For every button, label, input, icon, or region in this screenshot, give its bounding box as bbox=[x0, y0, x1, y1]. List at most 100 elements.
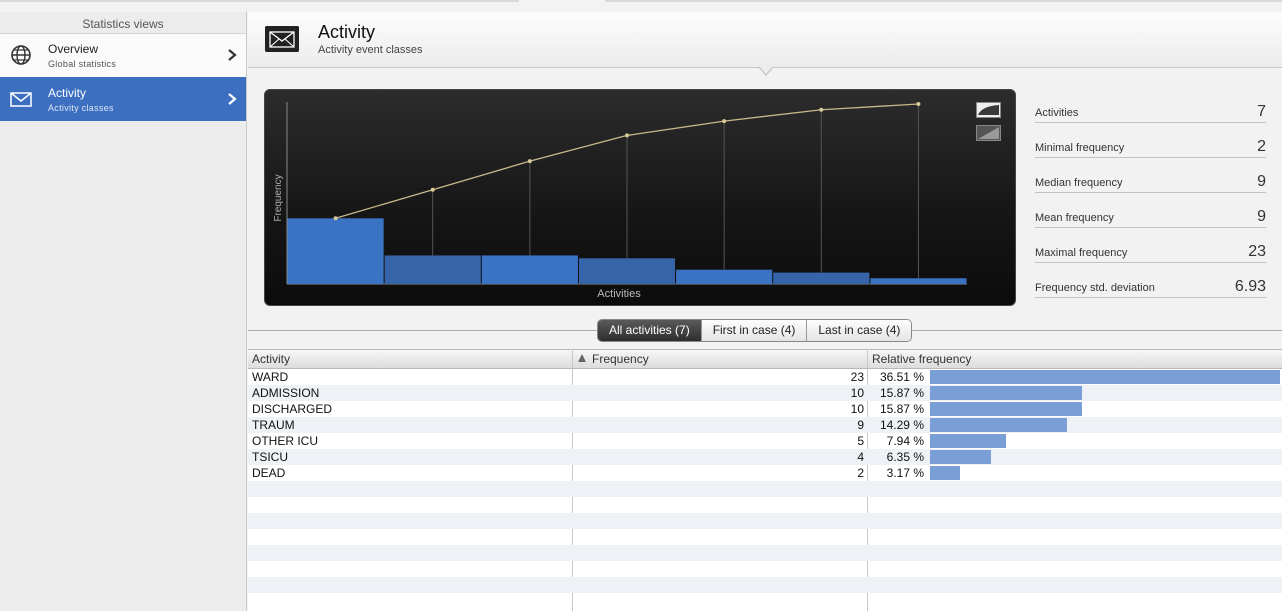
bar-dead bbox=[870, 278, 967, 284]
relative-frequency-bar bbox=[930, 418, 1067, 432]
stat-mean-frequency: Mean frequency 9 bbox=[1035, 193, 1266, 228]
cell-frequency: 4 bbox=[857, 450, 864, 464]
table-row[interactable]: TRAUM 9 14.29 % bbox=[248, 417, 1282, 433]
frequency-chart: Frequency Activities bbox=[273, 102, 967, 300]
stat-label: Activities bbox=[1035, 107, 1079, 119]
x-axis-label: Activities bbox=[597, 288, 641, 300]
bar-tsicu bbox=[773, 272, 870, 284]
page-title: Activity bbox=[318, 22, 376, 42]
table-row-empty bbox=[248, 577, 1282, 593]
cell-relative-frequency: 14.29 % bbox=[879, 418, 924, 432]
stat-activities: Activities 7 bbox=[1035, 88, 1266, 123]
cumulative-point bbox=[333, 216, 338, 221]
cell-frequency: 10 bbox=[850, 402, 864, 416]
relative-frequency-bar bbox=[930, 434, 1006, 448]
table-row[interactable]: WARD 23 36.51 % bbox=[248, 369, 1282, 385]
table-row[interactable]: OTHER ICU 5 7.94 % bbox=[248, 433, 1282, 449]
bar-discharged bbox=[481, 255, 578, 284]
sidebar-title: Statistics views bbox=[82, 17, 164, 31]
column-header-frequency[interactable]: Frequency bbox=[592, 352, 649, 366]
table-row-empty bbox=[248, 593, 1282, 609]
cell-relative-frequency: 7.94 % bbox=[886, 434, 924, 448]
table-row[interactable]: ADMISSION 10 15.87 % bbox=[248, 385, 1282, 401]
globe-icon bbox=[11, 45, 31, 65]
table-header: Activity Frequency Relative frequency bbox=[248, 349, 1282, 369]
relative-frequency-bar bbox=[930, 402, 1082, 416]
stat-frequency-std-deviation: Frequency std. deviation 6.93 bbox=[1035, 263, 1266, 298]
stat-label: Mean frequency bbox=[1035, 212, 1114, 224]
column-divider[interactable] bbox=[572, 349, 573, 611]
area-chart-icon bbox=[977, 126, 1000, 140]
column-divider[interactable] bbox=[867, 349, 868, 611]
cell-frequency: 5 bbox=[857, 434, 864, 448]
chevron-right-icon bbox=[228, 49, 237, 61]
bar-admission bbox=[384, 255, 481, 284]
table-row-empty bbox=[248, 513, 1282, 529]
stat-minimal-frequency: Minimal frequency 2 bbox=[1035, 123, 1266, 158]
table-row-empty bbox=[248, 545, 1282, 561]
cell-activity: TSICU bbox=[252, 450, 288, 464]
stat-maximal-frequency: Maximal frequency 23 bbox=[1035, 228, 1266, 263]
sidebar-item-label: Overview bbox=[48, 42, 99, 56]
stat-value: 9 bbox=[1257, 173, 1266, 190]
cell-activity: TRAUM bbox=[252, 418, 295, 432]
cell-activity: ADMISSION bbox=[252, 386, 320, 400]
table-row[interactable]: DISCHARGED 10 15.87 % bbox=[248, 401, 1282, 417]
bar-traum bbox=[578, 258, 676, 284]
header-pointer-fill bbox=[759, 66, 773, 74]
cell-frequency: 2 bbox=[857, 466, 864, 480]
stat-median-frequency: Median frequency 9 bbox=[1035, 158, 1266, 193]
cell-relative-frequency: 36.51 % bbox=[879, 370, 924, 384]
cell-relative-frequency: 15.87 % bbox=[879, 402, 924, 416]
sort-ascending-icon bbox=[577, 352, 587, 366]
activity-table: Activity Frequency Relative frequency WA… bbox=[248, 349, 1282, 611]
cumulative-point bbox=[430, 187, 435, 192]
stat-value: 23 bbox=[1248, 243, 1266, 260]
sidebar-item-sublabel: Global statistics bbox=[48, 59, 117, 69]
table-row-empty bbox=[248, 529, 1282, 545]
bar-ward bbox=[287, 218, 384, 284]
cell-frequency: 9 bbox=[857, 418, 864, 432]
curve-chart-icon bbox=[977, 103, 1000, 117]
envelope-icon bbox=[265, 26, 299, 52]
view-header: Activity Activity event classes bbox=[248, 12, 1282, 68]
activity-filter-tabs: All activities (7) First in case (4) Las… bbox=[597, 319, 913, 342]
sidebar: Statistics views Overview Global statist… bbox=[0, 12, 247, 611]
top-strip-gap bbox=[519, 0, 605, 2]
cumulative-point bbox=[527, 159, 532, 164]
sidebar-item-sublabel: Activity classes bbox=[48, 103, 114, 113]
tab-all-activities[interactable]: All activities (7) bbox=[598, 320, 702, 341]
table-row[interactable]: DEAD 2 3.17 % bbox=[248, 465, 1282, 481]
bar-other-icu bbox=[676, 269, 773, 284]
cumulative-point bbox=[819, 107, 824, 112]
cell-relative-frequency: 6.35 % bbox=[886, 450, 924, 464]
stat-label: Median frequency bbox=[1035, 177, 1123, 189]
column-header-activity[interactable]: Activity bbox=[252, 352, 291, 366]
tab-last-in-case[interactable]: Last in case (4) bbox=[807, 320, 912, 341]
cumulative-point bbox=[625, 133, 629, 138]
chevron-right-icon bbox=[228, 93, 237, 105]
cell-frequency: 23 bbox=[850, 370, 864, 384]
stat-value: 9 bbox=[1257, 208, 1266, 225]
tab-first-in-case[interactable]: First in case (4) bbox=[701, 320, 808, 341]
cell-relative-frequency: 3.17 % bbox=[886, 466, 924, 480]
cell-activity: DEAD bbox=[252, 466, 286, 480]
stat-label: Minimal frequency bbox=[1035, 142, 1125, 154]
top-strip bbox=[0, 0, 1282, 2]
y-axis-label: Frequency bbox=[273, 174, 284, 221]
cell-frequency: 10 bbox=[850, 386, 864, 400]
sidebar-item-overview[interactable]: Overview Global statistics bbox=[0, 33, 246, 77]
relative-frequency-bar bbox=[930, 386, 1082, 400]
cell-relative-frequency: 15.87 % bbox=[879, 386, 924, 400]
cell-activity: WARD bbox=[252, 370, 289, 384]
cell-activity: DISCHARGED bbox=[252, 402, 333, 416]
chart-mode-area-button[interactable] bbox=[976, 125, 1001, 141]
stat-value: 2 bbox=[1257, 138, 1266, 155]
chart-panel: Frequency Activities bbox=[264, 89, 1016, 306]
cell-activity: OTHER ICU bbox=[252, 434, 318, 448]
chart-mode-curve-button[interactable] bbox=[976, 102, 1001, 118]
table-row[interactable]: TSICU 4 6.35 % bbox=[248, 449, 1282, 465]
sidebar-item-activity[interactable]: Activity Activity classes bbox=[0, 77, 246, 121]
column-header-relative-frequency[interactable]: Relative frequency bbox=[872, 352, 972, 366]
stat-label: Maximal frequency bbox=[1035, 247, 1128, 259]
